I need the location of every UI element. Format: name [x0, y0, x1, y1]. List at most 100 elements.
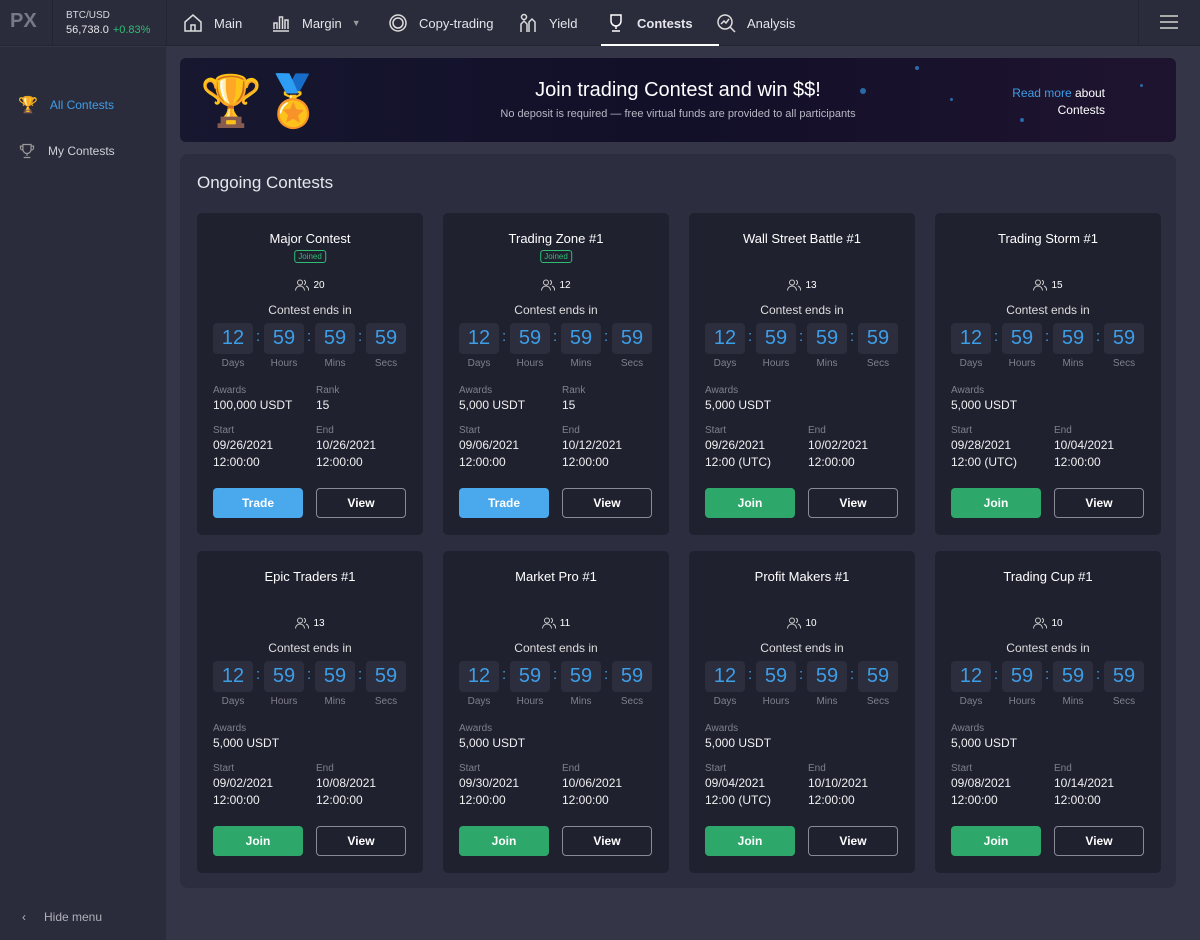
view-button[interactable]: View [1054, 488, 1144, 518]
countdown-separator: : [1045, 666, 1050, 683]
end-time: 12:00:00 [1054, 793, 1101, 807]
view-button[interactable]: View [808, 488, 898, 518]
banner-subtitle: No deposit is required — free virtual fu… [500, 108, 856, 120]
hamburger-menu-icon[interactable] [1160, 15, 1178, 29]
end-label: End [808, 425, 826, 436]
home-icon [184, 14, 202, 32]
join-button[interactable]: Join [213, 826, 303, 856]
countdown-days: 12 [705, 661, 745, 692]
nav-copy-trading[interactable]: Copy-trading [387, 0, 493, 46]
read-more-link[interactable]: Read more [1012, 86, 1072, 100]
contest-card: Major Contest Joined 20 Contest ends in … [197, 213, 423, 535]
countdown-days: 12 [213, 323, 253, 354]
countdown-separator: : [256, 666, 261, 683]
countdown-secs-label: Secs [1112, 358, 1136, 369]
trophy-icon [19, 143, 35, 159]
countdown: 12 Days:59 Hours:59 Mins:59 Secs [459, 661, 653, 707]
countdown-separator: : [604, 666, 609, 683]
trophy-medals-image: 🏆🏅 [200, 73, 325, 129]
contest-card: Market Pro #1 11 Contest ends in 12 Days… [443, 551, 669, 873]
copy-trading-icon [389, 14, 407, 32]
sidebar-item-all-contests[interactable]: 🏆 All Contests [18, 95, 114, 115]
countdown-hours-label: Hours [270, 358, 298, 369]
participants: 20 [197, 279, 423, 291]
countdown-secs-label: Secs [374, 358, 398, 369]
join-button[interactable]: Join [951, 488, 1041, 518]
countdown-hours-label: Hours [762, 358, 790, 369]
nav-contests[interactable]: Contests [601, 0, 719, 46]
awards-label: Awards [951, 385, 985, 396]
countdown-days-label: Days [959, 696, 983, 707]
countdown-days-label: Days [713, 696, 737, 707]
start-time: 12:00:00 [951, 793, 998, 807]
end-time: 12:00:00 [808, 455, 855, 469]
ticker-price: 56,738.0 [66, 24, 109, 36]
start-label: Start [459, 763, 481, 774]
countdown-secs: 59 [858, 323, 898, 354]
end-time: 12:00:00 [316, 455, 363, 469]
contest-ends-label: Contest ends in [760, 303, 844, 317]
countdown-hours-label: Hours [516, 358, 544, 369]
section-title: Ongoing Contests [197, 173, 334, 192]
join-button[interactable]: Join [705, 488, 795, 518]
participants: 10 [689, 617, 915, 629]
participant-count: 11 [559, 617, 571, 629]
users-icon [787, 617, 802, 629]
countdown: 12 Days:59 Hours:59 Mins:59 Secs [705, 323, 899, 369]
hide-menu-button[interactable]: ‹ Hide menu [22, 910, 102, 924]
join-button[interactable]: Join [951, 826, 1041, 856]
ticker[interactable]: BTC/USD 56,738.0 +0.83% [66, 10, 150, 36]
countdown-hours: 59 [264, 323, 304, 354]
countdown-separator: : [994, 328, 999, 345]
sidebar-item-my-contests[interactable]: My Contests [18, 142, 115, 160]
trade-button[interactable]: Trade [213, 488, 303, 518]
join-button[interactable]: Join [459, 826, 549, 856]
countdown-secs: 59 [858, 661, 898, 692]
awards-value: 5,000 USDT [213, 736, 280, 750]
countdown-days: 12 [459, 661, 499, 692]
px-logo[interactable]: PX [10, 10, 37, 32]
countdown-secs-label: Secs [620, 696, 644, 707]
nav-analysis[interactable]: Analysis [715, 0, 795, 46]
start-time: 12:00:00 [459, 793, 506, 807]
users-icon [295, 279, 310, 291]
view-button[interactable]: View [562, 488, 652, 518]
countdown-separator: : [850, 328, 855, 345]
countdown-separator: : [256, 328, 261, 345]
view-button[interactable]: View [1054, 826, 1144, 856]
start-time: 12:00:00 [213, 793, 260, 807]
sidebar-item-label: All Contests [49, 98, 114, 112]
countdown: 12 Days:59 Hours:59 Mins:59 Secs [213, 661, 407, 707]
end-date: 10/26/2021 [316, 438, 377, 452]
view-button[interactable]: View [562, 826, 652, 856]
countdown-days: 12 [951, 323, 991, 354]
chevron-left-icon: ‹ [22, 910, 26, 924]
end-time: 12:00:00 [562, 793, 609, 807]
rank-value: 15 [562, 398, 576, 412]
participant-count: 10 [805, 617, 817, 629]
awards-value: 100,000 USDT [213, 398, 293, 412]
rank-label: Rank [562, 385, 586, 396]
participants: 15 [935, 279, 1161, 291]
view-button[interactable]: View [316, 826, 406, 856]
trade-button[interactable]: Trade [459, 488, 549, 518]
countdown-separator: : [358, 666, 363, 683]
start-label: Start [951, 763, 973, 774]
contest-ends-label: Contest ends in [268, 303, 352, 317]
nav-main[interactable]: Main [182, 0, 242, 46]
nav-margin[interactable]: Margin ▼ [270, 0, 361, 46]
nav-label: Yield [549, 15, 578, 31]
users-icon [1033, 617, 1048, 629]
countdown-days-label: Days [221, 696, 245, 707]
countdown-separator: : [502, 666, 507, 683]
view-button[interactable]: View [316, 488, 406, 518]
nav-yield[interactable]: Yield [517, 0, 577, 46]
countdown-separator: : [502, 328, 507, 345]
start-time: 12:00:00 [459, 455, 506, 469]
countdown-days-label: Days [467, 358, 491, 369]
view-button[interactable]: View [808, 826, 898, 856]
participant-count: 20 [313, 279, 325, 291]
end-time: 12:00:00 [1054, 455, 1101, 469]
join-button[interactable]: Join [705, 826, 795, 856]
countdown-mins-label: Mins [816, 358, 838, 369]
